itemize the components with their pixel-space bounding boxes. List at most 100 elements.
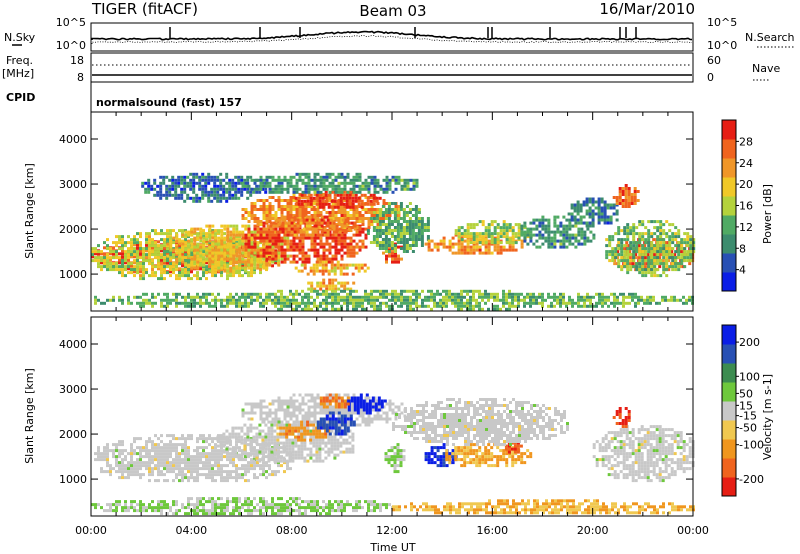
power-cell — [665, 259, 669, 263]
power-cell — [163, 261, 166, 265]
power-cell — [523, 236, 527, 240]
power-cell — [677, 229, 681, 233]
power-cell — [205, 292, 208, 296]
power-cell — [397, 214, 401, 217]
power-cell — [115, 244, 118, 248]
power-cell — [298, 172, 302, 176]
power-cell — [163, 253, 166, 257]
power-cell — [265, 239, 269, 243]
power-cell — [256, 266, 260, 270]
power-cell — [403, 301, 406, 305]
power-cell — [231, 193, 235, 197]
power-cell — [187, 259, 190, 263]
power-cell — [644, 268, 648, 272]
power-cell — [175, 239, 179, 243]
power-cell — [103, 256, 106, 260]
power-cell — [405, 211, 409, 214]
power-cell — [677, 268, 681, 272]
power-cell — [352, 217, 356, 220]
power-cell — [541, 304, 544, 308]
power-cell — [517, 223, 521, 227]
power-cell — [232, 274, 235, 278]
power-cell — [196, 236, 200, 240]
power-cell — [620, 268, 624, 272]
power-cell — [367, 217, 371, 220]
power-cell — [277, 208, 281, 211]
power-cell — [181, 274, 184, 278]
power-cell — [331, 226, 335, 229]
power-cell — [604, 301, 607, 305]
power-cell — [154, 271, 157, 275]
power-cell — [571, 236, 575, 240]
power-cell — [148, 238, 151, 242]
power-cell — [192, 175, 196, 179]
power-cell — [439, 242, 443, 246]
power-cell — [334, 187, 338, 191]
power-cell — [577, 221, 581, 225]
power-cell — [630, 199, 634, 202]
power-cell — [345, 205, 349, 209]
power-cell — [210, 199, 214, 203]
power-cell — [370, 301, 373, 305]
power-cell — [448, 289, 451, 293]
power-cell — [244, 236, 248, 240]
power-cell — [305, 215, 309, 219]
power-cell — [662, 262, 666, 266]
power-cell — [327, 272, 331, 276]
power-cell — [381, 232, 385, 235]
power-cell — [211, 304, 214, 308]
power-cell — [372, 196, 376, 200]
power-cell — [278, 218, 282, 222]
power-cell — [250, 202, 254, 205]
power-cell — [340, 245, 344, 249]
power-cell — [526, 301, 529, 305]
power-cell — [668, 235, 672, 239]
power-cell — [300, 269, 304, 273]
power-cell — [208, 269, 212, 273]
power-cell — [328, 281, 332, 285]
power-cell — [341, 218, 345, 222]
power-cell — [641, 268, 645, 272]
power-cell — [244, 217, 248, 220]
power-cell — [289, 181, 293, 185]
power-cell — [662, 223, 666, 227]
power-cell — [511, 241, 515, 245]
power-cell — [355, 220, 359, 223]
power-cell — [376, 289, 379, 293]
power-cell — [256, 220, 260, 223]
power-cell — [190, 260, 194, 264]
power-cell — [562, 242, 566, 246]
power-cell — [292, 245, 296, 249]
power-cell — [384, 208, 388, 211]
power-cell — [638, 220, 642, 224]
power-cell — [328, 199, 332, 202]
power-cell — [281, 221, 285, 225]
power-cell — [289, 301, 292, 305]
power-cell — [277, 217, 281, 220]
power-cell — [348, 263, 352, 267]
power-cell — [583, 295, 586, 299]
power-cell — [328, 175, 332, 179]
power-cell — [626, 238, 630, 242]
power-cell — [238, 257, 242, 261]
power-cell — [668, 238, 672, 242]
power-cell — [417, 223, 421, 226]
power-cell — [308, 221, 312, 225]
power-cell — [576, 200, 580, 204]
power-cell — [91, 255, 94, 259]
power-cell — [311, 233, 315, 237]
power-cell — [259, 181, 263, 185]
power-cell — [234, 175, 238, 179]
power-cell — [214, 274, 217, 278]
power-cell — [223, 236, 227, 240]
power-cell — [290, 227, 294, 231]
power-cell — [653, 220, 657, 224]
power-cell — [417, 211, 421, 214]
power-cell — [223, 269, 227, 273]
power-cell — [154, 244, 157, 248]
power-cell — [177, 178, 181, 182]
power-cell — [424, 242, 428, 246]
power-cell — [283, 205, 287, 208]
power-cell — [334, 242, 338, 246]
power-cell — [454, 295, 457, 299]
